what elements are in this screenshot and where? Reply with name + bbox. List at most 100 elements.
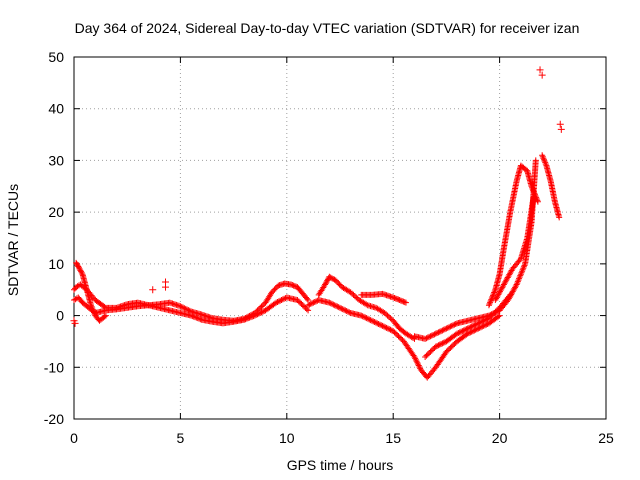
data-point [485, 302, 492, 309]
data-point [415, 361, 422, 368]
data-point [329, 300, 336, 307]
data-point [304, 295, 311, 302]
data-point [178, 303, 185, 310]
data-point [422, 335, 429, 342]
data-point [360, 313, 367, 320]
series-outliers [70, 66, 565, 327]
data-point [444, 324, 451, 331]
data-point [253, 311, 260, 318]
data-point [324, 277, 331, 284]
y-tick-label: -20 [44, 411, 64, 427]
data-point [455, 330, 462, 337]
data-point [322, 281, 329, 288]
series-track-d [315, 273, 418, 342]
series-track-g [411, 307, 503, 342]
data-point [466, 330, 473, 337]
data-point [89, 306, 96, 313]
data-point [423, 335, 430, 342]
data-point [184, 306, 191, 313]
data-point [339, 306, 346, 313]
data-point [392, 295, 399, 302]
data-point [456, 329, 463, 336]
data-point [271, 286, 278, 293]
data-point [426, 350, 433, 357]
data-point [270, 287, 277, 294]
data-point [188, 312, 195, 319]
data-point [305, 307, 312, 314]
data-point [532, 157, 539, 164]
data-point [516, 275, 523, 282]
data-point [368, 317, 375, 324]
data-point [476, 319, 483, 326]
data-point [295, 298, 302, 305]
data-point [384, 325, 391, 332]
data-point [454, 330, 461, 337]
data-point [487, 297, 494, 304]
data-point [328, 275, 335, 282]
data-point [396, 297, 403, 304]
data-point [491, 309, 498, 316]
data-point [439, 340, 446, 347]
data-point [343, 308, 350, 315]
data-point [303, 306, 310, 313]
data-point [379, 322, 386, 329]
data-point [463, 326, 470, 333]
data-point [243, 315, 250, 322]
data-point [149, 286, 157, 294]
data-point [326, 273, 333, 280]
data-point [294, 297, 301, 304]
data-point [446, 324, 453, 331]
y-tick-label: 40 [48, 101, 64, 117]
data-point [539, 153, 546, 160]
data-point [391, 329, 398, 336]
series-track-e [305, 297, 503, 381]
data-point [351, 293, 358, 300]
data-point [390, 328, 397, 335]
data-point [464, 325, 471, 332]
data-point [476, 324, 483, 331]
data-point [436, 328, 443, 335]
data-point [428, 332, 435, 339]
data-point [434, 342, 441, 349]
data-point [483, 321, 490, 328]
data-point [337, 304, 343, 311]
data-point [182, 305, 189, 312]
data-point [416, 363, 423, 370]
series-track-f [358, 290, 409, 306]
data-point [539, 152, 546, 159]
data-point [430, 331, 437, 338]
x-axis-label: GPS time / hours [287, 457, 394, 473]
y-tick-label: -10 [44, 359, 64, 375]
data-point [488, 312, 495, 319]
data-point [255, 310, 262, 317]
data-point [431, 331, 438, 338]
data-point [380, 323, 387, 330]
data-point [177, 303, 184, 310]
data-point [335, 304, 342, 311]
data-point [194, 315, 201, 322]
data-point [468, 328, 475, 335]
data-point [277, 297, 284, 304]
series-track-c [73, 259, 109, 324]
data-point [423, 352, 430, 359]
data-point [479, 323, 486, 330]
data-point [489, 311, 496, 318]
data-point [447, 344, 454, 351]
data-point [470, 328, 476, 335]
data-point [451, 321, 458, 328]
data-point [396, 334, 403, 341]
data-point [447, 323, 454, 330]
data-point [349, 290, 356, 297]
data-point [442, 326, 449, 333]
data-point [459, 328, 466, 335]
data-point [78, 269, 85, 276]
data-point [444, 347, 451, 354]
data-point [391, 294, 398, 301]
y-tick-label: 50 [48, 49, 64, 65]
data-point [402, 299, 409, 306]
data-point [519, 268, 526, 275]
data-point [327, 300, 334, 307]
data-point [89, 305, 96, 312]
data-point [516, 274, 523, 281]
